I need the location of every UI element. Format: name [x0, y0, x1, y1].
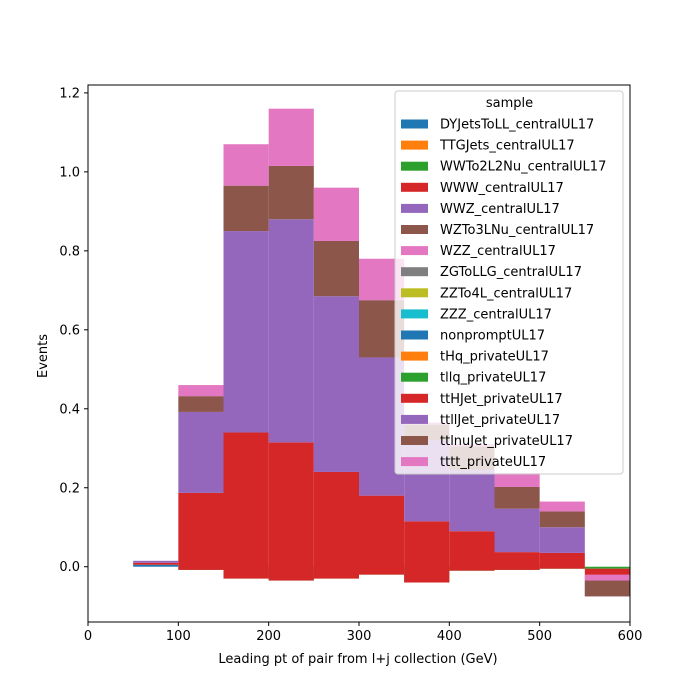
- bar-tttt_privateUL17-bin-10: [584, 574, 630, 581]
- x-axis-label: Leading pt of pair from l+j collection (…: [218, 652, 497, 667]
- legend-swatch-ZZTo4L_centralUL17: [401, 288, 428, 298]
- legend-label-TTGJets_centralUL17: TTGJets_centralUL17: [439, 139, 575, 154]
- x-tick-label-5: 500: [527, 629, 552, 644]
- legend-swatch-ZZZ_centralUL17: [401, 309, 428, 319]
- legend-swatch-WZTo3LNu_centralUL17: [401, 225, 428, 234]
- bars-layer: [133, 108, 630, 597]
- bar-ttHJet_privateUL17-bin-7: [449, 531, 495, 571]
- x-tick-label-2: 200: [256, 629, 281, 644]
- legend-label-tttt_privateUL17: tttt_privateUL17: [440, 455, 546, 470]
- legend: sample DYJetsToLL_centralUL17 TTGJets_cent…: [394, 90, 624, 475]
- bar-ttllJet_privateUL17-bin-2: [223, 231, 269, 433]
- x-tick-label-3: 300: [347, 629, 372, 644]
- legend-box: [394, 90, 624, 475]
- legend-label-WWW_centralUL17: WWW_centralUL17: [440, 181, 564, 196]
- bar-ttHJet_privateUL17-bin-2: [223, 432, 269, 579]
- legend-label-WWTo2L2Nu_centralUL17: WWTo2L2Nu_centralUL17: [440, 160, 606, 175]
- legend-label-ttlnuJet_privateUL17: ttlnuJet_privateUL17: [440, 434, 573, 449]
- bar-tttt_privateUL17-bin-3: [268, 108, 314, 166]
- legend-swatch-DYJetsToLL_centralUL17: [401, 119, 428, 129]
- bar-ttlnuJet_privateUL17-bin-8: [494, 486, 540, 509]
- legend-swatch-TTGJets_centralUL17: [401, 140, 428, 150]
- legend-label-ttllJet_privateUL17: ttllJet_privateUL17: [440, 413, 560, 428]
- legend-label-WZTo3LNu_centralUL17: WZTo3LNu_centralUL17: [440, 223, 594, 238]
- bar-tttt_privateUL17-bin-1: [178, 385, 224, 397]
- legend-label-tHq_privateUL17: tHq_privateUL17: [440, 350, 549, 365]
- bar-ttlnuJet_privateUL17-bin-2: [223, 185, 269, 232]
- y-tick-label-4: 0.6: [59, 323, 80, 338]
- bar-ttHJet_privateUL17-bin-5: [359, 495, 405, 575]
- y-tick-label-6: 1.0: [59, 165, 80, 180]
- legend-title: sample: [486, 96, 533, 111]
- legend-label-DYJetsToLL_centralUL17: DYJetsToLL_centralUL17: [440, 118, 594, 133]
- y-axis-label: Events: [36, 334, 51, 378]
- bar-ttHJet_privateUL17-bin-9: [539, 552, 585, 569]
- legend-swatch-ttllJet_privateUL17: [401, 414, 428, 424]
- bar-tttt_privateUL17-bin-4: [313, 187, 359, 241]
- legend-swatch-ttHJet_privateUL17: [401, 393, 428, 403]
- bar-ttllJet_privateUL17-bin-1: [178, 411, 224, 493]
- bar-ttHJet_privateUL17-bin-3: [268, 442, 314, 581]
- x-tick-label-1: 100: [166, 629, 191, 644]
- legend-swatch-tllq_privateUL17: [401, 372, 428, 382]
- legend-swatch-WZZ_centralUL17: [401, 246, 428, 256]
- y-tick-label-7: 1.2: [59, 86, 80, 101]
- legend-swatch-ttlnuJet_privateUL17: [401, 436, 428, 445]
- legend-label-tllq_privateUL17: tllq_privateUL17: [440, 371, 546, 386]
- legend-label-ZZTo4L_centralUL17: ZZTo4L_centralUL17: [440, 286, 572, 301]
- bar-tttt_privateUL17-bin-9: [539, 501, 585, 512]
- bar-ttHJet_privateUL17-bin-8: [494, 552, 540, 570]
- bar-ttllJet_privateUL17-bin-0: [133, 560, 179, 563]
- bar-tttt_privateUL17-bin-2: [223, 144, 269, 186]
- bar-ttHJet_privateUL17-bin-6: [404, 521, 450, 583]
- bar-ttllJet_privateUL17-bin-3: [268, 219, 314, 443]
- bar-ttllJet_privateUL17-bin-4: [313, 296, 359, 472]
- y-tick-label-3: 0.4: [59, 402, 80, 417]
- legend-label-WZZ_centralUL17: WZZ_centralUL17: [440, 244, 556, 259]
- legend-swatch-WWW_centralUL17: [401, 182, 428, 192]
- legend-label-ZGToLLG_centralUL17: ZGToLLG_centralUL17: [440, 265, 582, 280]
- y-tick-label-2: 0.2: [59, 481, 80, 496]
- bar-ttHJet_privateUL17-bin-4: [313, 471, 359, 579]
- legend-label-WWZ_centralUL17: WWZ_centralUL17: [440, 202, 560, 217]
- legend-swatch-ZGToLLG_centralUL17: [401, 267, 428, 277]
- y-tick-label-1: 0.0: [59, 560, 80, 575]
- bar-ttllJet_privateUL17-bin-9: [539, 527, 585, 553]
- bar-tllq_privateUL17-bin-10: [584, 567, 630, 569]
- bar-tttt_privateUL17-bin-8: [494, 473, 540, 487]
- axes-layer: 0 100 200 300 400 500 600 0.0 0.2 0.4 0.6 0.8 1.0 1.2: [59, 84, 643, 644]
- x-tick-label-6: 600: [618, 629, 643, 644]
- bar-ttlnuJet_privateUL17-bin-4: [313, 240, 359, 297]
- legend-label-ttHJet_privateUL17: ttHJet_privateUL17: [440, 392, 563, 407]
- bar-ttllJet_privateUL17-bin-7: [449, 469, 495, 532]
- bar-ttlnuJet_privateUL17-bin-9: [539, 511, 585, 528]
- bar-ttHJet_privateUL17-bin-1: [178, 492, 224, 570]
- x-tick-label-4: 400: [437, 629, 462, 644]
- legend-swatch-WWZ_centralUL17: [401, 203, 428, 213]
- bar-ttlnuJet_privateUL17-bin-3: [268, 165, 314, 220]
- bar-ttHJet_privateUL17-bin-10: [584, 568, 630, 579]
- bar-ttHJet_privateUL17-bin-0: [133, 562, 179, 565]
- legend-label-ZZZ_centralUL17: ZZZ_centralUL17: [440, 307, 552, 322]
- y-tick-label-5: 0.8: [59, 244, 80, 259]
- bar-DYJetsToLL_centralUL17-bin-0: [133, 564, 179, 567]
- bar-ttlnuJet_privateUL17-bin-10: [584, 580, 630, 597]
- legend-swatch-WWTo2L2Nu_centralUL17: [401, 161, 428, 171]
- legend-label-nonpromptUL17: nonpromptUL17: [440, 329, 545, 344]
- bar-ttllJet_privateUL17-bin-8: [494, 508, 540, 553]
- legend-swatch-tHq_privateUL17: [401, 351, 428, 361]
- bar-WWTo2L2Nu_centralUL17-bin-10: [584, 566, 630, 568]
- bar-ttlnuJet_privateUL17-bin-1: [178, 396, 224, 412]
- legend-swatch-nonpromptUL17: [401, 330, 428, 340]
- x-tick-label-0: 0: [84, 629, 92, 644]
- legend-swatch-tttt_privateUL17: [401, 457, 428, 467]
